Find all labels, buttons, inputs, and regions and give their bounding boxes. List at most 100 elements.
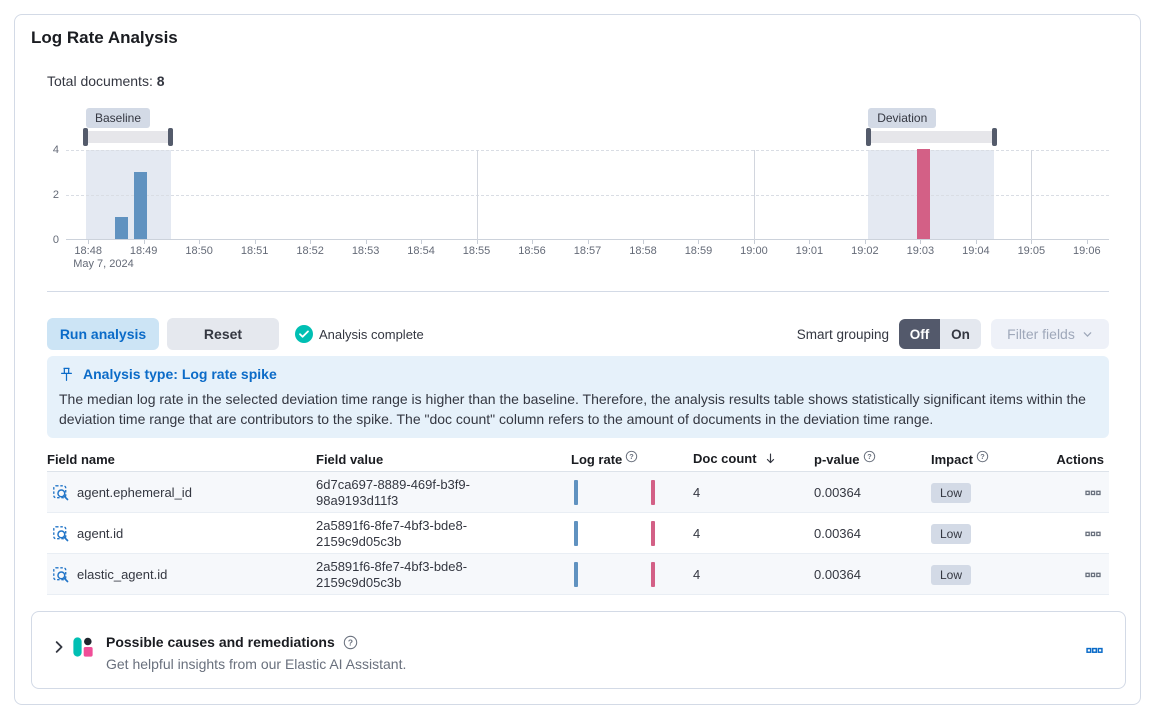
deviation-brush[interactable]	[868, 131, 995, 143]
total-documents-label: Total documents:	[47, 73, 153, 89]
run-analysis-button[interactable]: Run analysis	[47, 318, 159, 350]
field-value-cell: 6d7ca697-8889-469f-b3f9-98a9193d11f3	[316, 476, 470, 508]
x-axis-tick	[698, 240, 700, 244]
column-header-label: Doc count	[693, 451, 757, 466]
x-axis-tick	[532, 240, 534, 244]
reset-button[interactable]: Reset	[167, 318, 279, 350]
analysis-status-text: Analysis complete	[319, 326, 424, 342]
analysis-results-table: Field name Field value Log rate? Doc count p…	[47, 448, 1109, 595]
column-header-doc-count[interactable]: Doc count	[693, 451, 814, 468]
filter-fields-label: Filter fields	[1007, 326, 1075, 342]
field-name-cell: agent.ephemeral_id	[47, 484, 316, 502]
field-search-icon[interactable]	[52, 484, 70, 502]
x-axis-tick-label: 19:06	[1073, 245, 1101, 257]
x-axis-tick-label: 18:51	[240, 245, 269, 257]
question-in-circle-icon[interactable]: ?	[976, 450, 989, 466]
svg-text:?: ?	[867, 452, 872, 461]
smart-grouping-off-button[interactable]: Off	[899, 319, 940, 349]
column-header-label: Field name	[47, 452, 115, 467]
deviation-brush-handle-left[interactable]	[865, 128, 871, 146]
table-row: agent.ephemeral_id 6d7ca697-8889-469f-b3f…	[47, 472, 1109, 513]
x-axis-date-label: May 7, 2024	[73, 258, 134, 270]
ai-assistant-icon	[72, 636, 94, 663]
analysis-type-callout: Analysis type: Log rate spike The median…	[47, 356, 1109, 438]
total-documents-value: 8	[156, 73, 165, 89]
p-value-cell: 0.00364	[814, 526, 861, 541]
x-axis-tick	[1086, 240, 1088, 244]
horizontal-gridline	[66, 150, 1109, 151]
x-axis-tick-label: 18:55	[462, 245, 491, 257]
log-rate-histogram: Baseline Deviation 0 2 4 18:48 18:49 18:50 18:51…	[15, 106, 1140, 284]
x-axis-tick	[587, 240, 589, 244]
table-header-row: Field name Field value Log rate? Doc count p…	[47, 448, 1109, 472]
field-name-cell: elastic_agent.id	[47, 566, 316, 584]
column-header-field-value[interactable]: Field value	[316, 452, 571, 467]
chevron-down-icon	[1083, 331, 1092, 337]
x-axis-tick	[254, 240, 256, 244]
x-axis-tick	[975, 240, 977, 244]
impact-cell: Low	[931, 564, 1051, 585]
smart-grouping-label: Smart grouping	[796, 326, 889, 342]
row-actions-boxes-icon[interactable]	[1085, 485, 1109, 501]
impact-badge: Low	[931, 482, 972, 503]
row-actions-boxes-icon[interactable]	[1085, 526, 1109, 542]
p-value-cell: 0.00364	[814, 485, 861, 500]
x-axis-tick-label: 18:52	[296, 245, 324, 257]
check-circle-icon	[295, 325, 313, 343]
field-search-icon[interactable]	[52, 525, 70, 543]
question-in-circle-icon[interactable]: ?	[625, 450, 638, 466]
smart-grouping-toggle: Off On	[899, 319, 981, 349]
svg-text:?: ?	[630, 452, 635, 461]
log-rate-sparkline-cell	[571, 513, 693, 554]
row-actions-boxes-icon[interactable]	[1085, 567, 1109, 583]
column-header-log-rate[interactable]: Log rate?	[571, 450, 693, 467]
baseline-brush-handle-left[interactable]	[83, 128, 89, 146]
deviation-mini-bar	[651, 521, 655, 546]
callout-body-text: The median log rate in the selected devi…	[59, 391, 1086, 427]
x-axis-tick-label: 19:03	[906, 245, 935, 257]
column-header-impact[interactable]: Impact?	[931, 450, 1051, 467]
baseline-bar	[134, 171, 148, 239]
x-axis-tick	[476, 240, 478, 244]
deviation-bar	[916, 149, 930, 239]
doc-count-cell: 4	[693, 526, 701, 541]
y-axis-tick-label: 4	[52, 144, 59, 156]
x-axis-tick-label: 19:00	[740, 245, 768, 257]
y-axis-tick-label: 2	[52, 189, 59, 201]
smart-grouping-on-button[interactable]: On	[940, 319, 981, 349]
field-search-icon[interactable]	[52, 566, 70, 584]
pin-icon	[61, 367, 72, 381]
panel-actions-boxes-icon[interactable]	[1086, 642, 1103, 659]
x-axis-tick	[1031, 240, 1033, 244]
question-in-circle-icon[interactable]: ?	[863, 450, 876, 466]
column-header-field-name[interactable]: Field name	[47, 452, 316, 467]
sort-descending-icon[interactable]	[764, 452, 777, 468]
baseline-mini-bar	[574, 480, 578, 505]
vertical-gridline	[1031, 150, 1033, 240]
question-in-circle-icon[interactable]: ?	[343, 635, 358, 650]
expand-chevron-right-icon[interactable]	[52, 640, 66, 654]
p-value-cell: 0.00364	[814, 567, 861, 582]
x-axis-tick	[310, 240, 312, 244]
baseline-brush-handle-right[interactable]	[168, 128, 174, 146]
column-header-p-value[interactable]: p-value?	[814, 450, 931, 467]
impact-badge: Low	[931, 523, 972, 544]
doc-count-cell: 4	[693, 485, 701, 500]
callout-title-text: Analysis type: Log rate spike	[83, 366, 277, 382]
doc-count-cell: 4	[693, 567, 701, 582]
baseline-brush[interactable]	[85, 131, 171, 143]
column-header-actions[interactable]: Actions	[1056, 452, 1109, 467]
deviation-brush-handle-right[interactable]	[991, 128, 997, 146]
section-divider	[47, 291, 1109, 292]
impact-cell: Low	[931, 482, 1051, 503]
deviation-badge: Deviation	[868, 108, 937, 128]
x-axis-line	[66, 239, 1109, 240]
x-axis-tick	[88, 240, 90, 244]
x-axis-tick	[920, 240, 922, 244]
possible-causes-subtitle: Get helpful insights from our Elastic AI…	[106, 656, 407, 672]
field-name-cell: agent.id	[47, 525, 316, 543]
x-axis-tick-label: 19:04	[962, 245, 990, 257]
impact-cell: Low	[931, 523, 1051, 544]
x-axis-tick	[809, 240, 811, 244]
filter-fields-button[interactable]: Filter fields	[991, 319, 1109, 349]
